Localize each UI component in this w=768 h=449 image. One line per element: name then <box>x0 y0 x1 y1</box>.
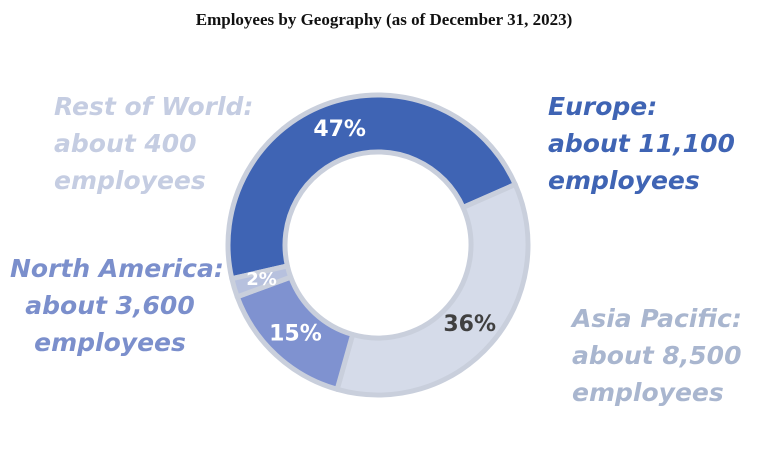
pct-label-asia-pacific: 36% <box>443 312 496 337</box>
callout-north-america-line-1: North America: <box>10 254 224 283</box>
callout-rest-of-world-line-3: employees <box>54 166 206 195</box>
callout-asia-pacific-line-2: about 8,500 <box>572 341 742 370</box>
pct-label-rest-of-world: 2% <box>246 269 277 290</box>
callout-europe-line-3: employees <box>548 166 700 195</box>
callout-asia-pacific-line-3: employees <box>572 378 724 407</box>
callout-europe-line-1: Europe: <box>548 92 658 121</box>
callout-north-america: North America: about 3,600 employees <box>10 250 224 361</box>
callout-north-america-line-2: about 3,600 <box>25 291 195 320</box>
callout-europe: Europe: about 11,100 employees <box>548 88 735 199</box>
callout-rest-of-world-line-2: about 400 <box>54 129 197 158</box>
callout-rest-of-world: Rest of World: about 400 employees <box>54 88 253 199</box>
callout-north-america-line-3: employees <box>34 328 186 357</box>
callout-europe-line-2: about 11,100 <box>548 129 735 158</box>
callout-rest-of-world-line-1: Rest of World: <box>54 92 254 121</box>
slice-asia-pacific <box>334 181 531 398</box>
callout-asia-pacific: Asia Pacific: about 8,500 employees <box>572 300 742 411</box>
chart-title: Employees by Geography (as of December 3… <box>195 10 573 29</box>
slice-rest-of-world <box>229 263 294 300</box>
callout-asia-pacific-line-1: Asia Pacific: <box>572 304 742 333</box>
pct-label-north-america: 15% <box>269 322 322 347</box>
slice-europe <box>225 92 518 282</box>
pct-label-europe: 47% <box>313 117 366 142</box>
